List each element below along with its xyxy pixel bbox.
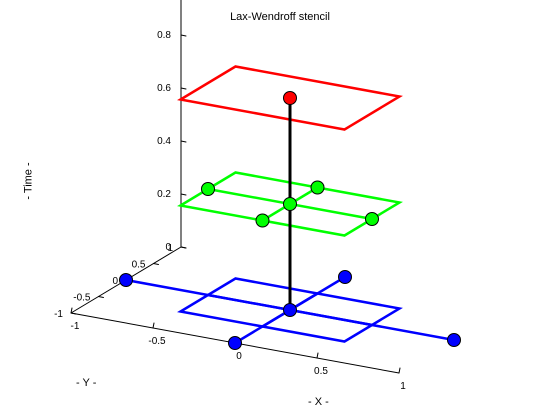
stencil-point xyxy=(201,182,215,196)
z-tick-label: 0.2 xyxy=(157,189,171,200)
y-tick-label: 1 xyxy=(167,243,173,254)
y-tick-label: -0.5 xyxy=(73,293,91,304)
x-tick xyxy=(70,307,73,314)
z-tick xyxy=(180,87,187,90)
marker-layer xyxy=(119,91,461,350)
stencil-point xyxy=(119,273,133,287)
stencil-point xyxy=(228,336,242,350)
z-tick xyxy=(180,34,187,37)
y-axis-label: - Y - xyxy=(76,377,97,389)
stencil-point xyxy=(283,303,297,317)
y-tick-label: 0.5 xyxy=(132,260,146,271)
stencil-point xyxy=(338,270,352,284)
z-tick-label: 0.4 xyxy=(157,136,171,147)
z-tick xyxy=(180,140,187,143)
x-axis-label: - X - xyxy=(308,396,329,408)
stencil-point xyxy=(255,213,270,228)
y-tick-label: 0 xyxy=(112,276,118,287)
y-tick xyxy=(180,246,187,249)
z-tick-label: 0 xyxy=(165,242,171,253)
z-tick-label: 0.8 xyxy=(157,30,171,41)
x-tick-label: 0 xyxy=(236,351,242,362)
stencil-point xyxy=(447,333,461,347)
y-tick xyxy=(153,263,159,265)
stencil-point xyxy=(310,180,325,195)
z-tick-label: 0.6 xyxy=(157,83,171,94)
z-axis-label: - Time - xyxy=(22,162,35,200)
stencil-plane-0 xyxy=(177,277,403,343)
z-tick xyxy=(180,193,187,196)
x-tick-label: -0.5 xyxy=(148,336,166,347)
y-tick-label: -1 xyxy=(54,309,63,320)
axes-layer: 00.20.40.60.81-1-0.500.51-1-0.500.51 xyxy=(54,0,406,392)
stencil-point xyxy=(283,197,297,211)
y-tick xyxy=(70,312,77,315)
y-tick xyxy=(98,296,104,298)
x-tick-label: 0.5 xyxy=(314,366,328,377)
x-tick xyxy=(316,352,319,359)
x-tick xyxy=(398,367,401,374)
stencil-point xyxy=(283,91,297,105)
chart-title: Lax-Wendroff stencil xyxy=(230,11,330,23)
x-tick xyxy=(152,322,155,329)
x-tick-label: 1 xyxy=(400,381,406,392)
x-tick-label: -1 xyxy=(71,321,80,332)
stencil-point xyxy=(365,212,379,226)
